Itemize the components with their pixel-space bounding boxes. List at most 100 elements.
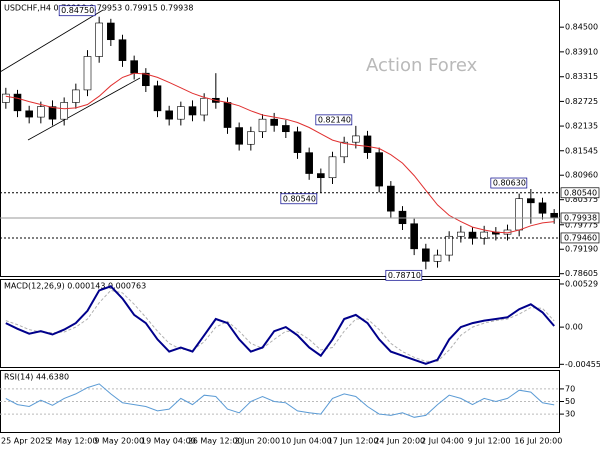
x-tick-label: 2 May 12:00 [48,437,98,446]
candle-body [153,85,162,112]
y-tick-label: 0.00529 [565,279,598,288]
candle-body [375,152,383,187]
candle-body [107,22,115,41]
y-tick-label: 30 [565,410,575,419]
line [5,383,555,418]
annotation-box [315,114,353,126]
x-tick-label: 17 Jun 12:00 [328,437,379,446]
channel-line [0,9,104,73]
y-tick-label: 0.82135 [565,122,598,131]
candle-body [13,93,22,112]
y-tick-label: 0.82725 [565,97,598,106]
annotation-label: 0.80540 [283,194,316,203]
chart-title: USDCHF,H4 0.79919 0.79953 0.79915 0.7993… [4,4,193,13]
rsi-title: RSI(14) 44.6380 [4,373,69,382]
y-tick-label: 0.83910 [565,47,598,56]
price-label-box [560,212,600,224]
candle-body [410,223,418,250]
candle-body [515,198,523,231]
line [5,285,555,365]
y-tick-label: 0.83315 [565,72,598,81]
y-tick-label: 0.00 [565,323,583,332]
candle-body [165,110,173,120]
candle-body [468,231,477,239]
candle-body [433,254,442,262]
candle-body [305,152,313,174]
y-tick-label: 0.79190 [565,245,598,254]
macd-panel [0,279,560,368]
candle-body [293,131,302,153]
x-tick-label: 19 May 04:00 [141,437,196,446]
candle-body [118,39,127,61]
candle-body [235,127,243,145]
candle-body [480,231,488,239]
candle-body [177,106,185,120]
y-tick-label: 0.80960 [565,171,598,180]
price-label: 0.79938 [564,213,597,222]
candle-body [37,106,45,118]
annotation-label: 0.82140 [318,115,351,124]
x-tick-label: 2 Jun 20:00 [234,437,280,446]
candle-body [538,202,547,214]
candle-body [142,72,150,87]
price-panel [0,0,560,277]
channel-line [27,77,141,141]
y-tick-label: 70 [565,384,575,393]
candle-body [60,102,68,120]
price-label-box [560,187,600,199]
line [5,72,555,234]
y-tick-label: 0.78605 [565,269,598,278]
candle-body [363,135,372,153]
candle-body [188,106,197,116]
candle-body [223,102,232,128]
candle-body [457,231,465,237]
x-tick-label: 2 Jul 04:00 [421,437,464,446]
candle-body [2,93,10,103]
candle-body [83,56,92,91]
candle-body [247,131,255,145]
x-tick-label: 26 May 12:00 [188,437,243,446]
y-tick-label: 0.84500 [565,23,598,32]
candle-body [200,97,208,116]
price-label: 0.79460 [564,233,597,242]
annotation-label: 0.80630 [493,179,526,188]
y-tick-label: 0.80375 [565,195,598,204]
y-tick-label: 50 [565,397,575,406]
candle-body [445,235,453,256]
candle-body [340,141,348,158]
candle-body [422,248,430,262]
x-tick-label: 10 Jun 04:00 [281,437,332,446]
watermark: Action Forex [366,55,478,76]
annotation-box [58,5,96,17]
candle-body [328,156,337,179]
candle-body [95,22,103,57]
y-tick-label: 0.79775 [565,220,598,229]
annotation-box [280,193,318,205]
candle-body [527,198,535,204]
candle-body [398,210,407,225]
candle-body [258,118,267,133]
candle-body [550,212,558,219]
x-tick-label: 25 Apr 2025 [1,437,50,446]
line [5,289,555,362]
price-label-box [560,232,600,244]
candle-body [270,118,278,126]
annotation-box [385,269,423,281]
annotation-label: 0.78710 [388,271,421,280]
candle-body [282,125,290,133]
x-tick-label: 9 Jul 12:00 [468,437,511,446]
annotation-label: 0.84750 [61,6,94,15]
candle-body [72,89,80,103]
candle-body [48,106,57,120]
candle-body [130,60,138,74]
candle-body [352,135,360,143]
price-label: 0.80540 [564,188,597,197]
macd-title: MACD(12,26,9) 0.000143 0.000763 [4,282,146,291]
x-tick-label: 24 Jun 20:00 [374,437,425,446]
candle-body [25,110,33,118]
y-tick-label: 0.81545 [565,146,598,155]
annotation-box [490,177,528,189]
x-tick-label: 9 May 20:00 [94,437,144,446]
